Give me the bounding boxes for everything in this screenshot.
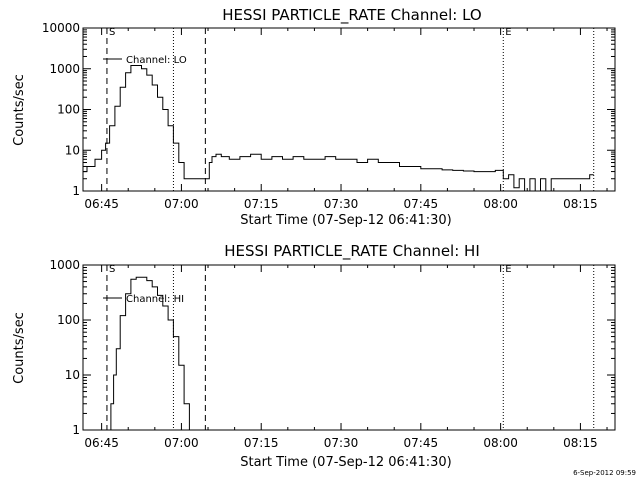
y-tick-label: 1 xyxy=(72,184,80,198)
x-tick-label: 07:45 xyxy=(404,197,439,211)
timestamp-footer: 6-Sep-2012 09:59 xyxy=(573,469,636,477)
time-marker-label: S xyxy=(109,264,115,275)
panel-lo: HESSI PARTICLE_RATE Channel: LO Counts/s… xyxy=(12,6,616,228)
y-tick-label: 10000 xyxy=(42,21,80,35)
y-axis-title-lo: Counts/sec xyxy=(12,74,27,146)
y-axis-title-hi: Counts/sec xyxy=(12,312,27,384)
axes-hi: 06:45 07:00 07:15 07:30 07:45 08:00 08:15 1 10 10… xyxy=(49,258,615,450)
x-tick-label: 07:30 xyxy=(324,197,359,211)
x-tick-label: 08:00 xyxy=(483,197,518,211)
y-tick-label: 1000 xyxy=(49,258,80,272)
y-tick-label: 100 xyxy=(57,103,80,117)
legend-label-hi: Channel: HI xyxy=(126,294,184,305)
x-tick-label: 06:45 xyxy=(84,436,119,450)
chart-title-hi: HESSI PARTICLE_RATE Channel: HI xyxy=(224,242,480,261)
time-marker-label: E xyxy=(505,264,511,275)
series-lo xyxy=(83,65,594,192)
x-tick-label: 08:15 xyxy=(563,436,598,450)
chart-title-lo: HESSI PARTICLE_RATE Channel: LO xyxy=(222,6,481,25)
y-tick-label: 10 xyxy=(65,143,80,157)
x-axis-title-lo: Start Time (07-Sep-12 06:41:30) xyxy=(240,213,451,228)
x-tick-label: 07:00 xyxy=(164,197,199,211)
x-axis-title-hi: Start Time (07-Sep-12 06:41:30) xyxy=(240,455,451,470)
legend-hi: Channel: HI xyxy=(103,294,184,305)
panel-hi: HESSI PARTICLE_RATE Channel: HI Counts/s… xyxy=(12,242,616,470)
x-tick-label: 08:15 xyxy=(563,197,598,211)
y-tick-label: 10 xyxy=(65,368,80,382)
legend-lo: Channel: LO xyxy=(103,55,187,66)
series-hi xyxy=(109,276,193,431)
x-tick-label: 07:15 xyxy=(244,436,279,450)
x-tick-label: 07:30 xyxy=(324,436,359,450)
plot-frame-hi xyxy=(82,264,616,431)
axes-lo: 06:45 07:00 07:15 07:30 07:45 08:00 08:15 1 10 10… xyxy=(42,21,615,211)
x-tick-label: 08:00 xyxy=(483,436,518,450)
time-marker-label: S xyxy=(109,27,115,38)
x-tick-label: 07:00 xyxy=(164,436,199,450)
y-tick-label: 1 xyxy=(72,423,80,437)
x-tick-label: 07:15 xyxy=(244,197,279,211)
time-marker-label: E xyxy=(505,27,511,38)
legend-label-lo: Channel: LO xyxy=(126,55,187,66)
y-tick-label: 1000 xyxy=(49,62,80,76)
series-line xyxy=(83,65,594,192)
x-tick-label: 07:45 xyxy=(404,436,439,450)
series-line xyxy=(109,276,193,431)
y-tick-label: 100 xyxy=(57,313,80,327)
x-tick-label: 06:45 xyxy=(84,197,119,211)
